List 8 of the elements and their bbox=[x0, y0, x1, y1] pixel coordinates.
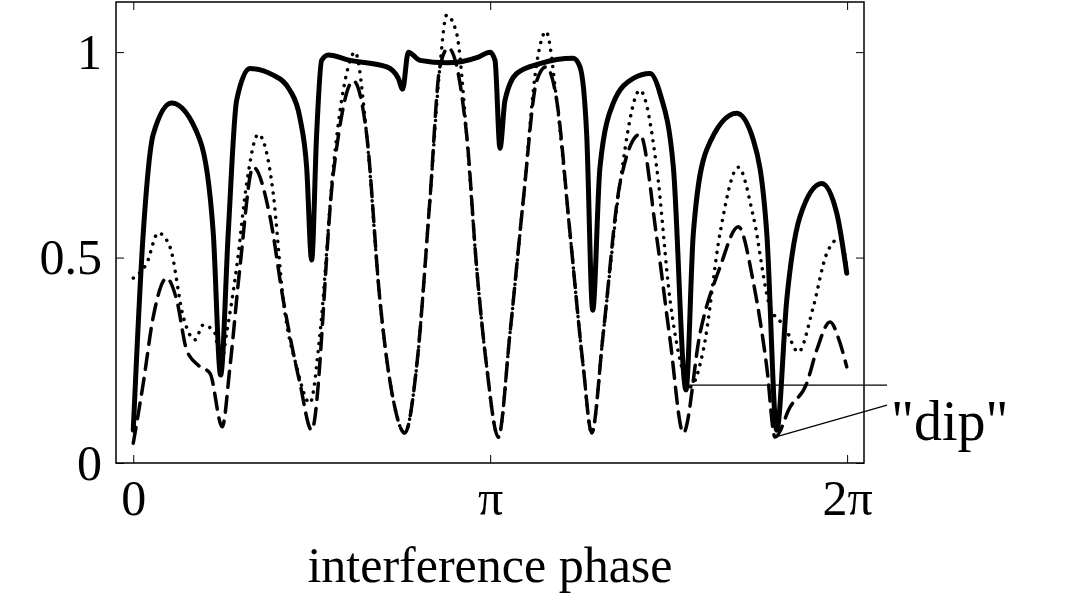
x-tick-label: 2π bbox=[822, 469, 873, 526]
x-tick-label: 0 bbox=[121, 469, 147, 526]
y-tick-label: 0.5 bbox=[39, 229, 102, 286]
x-tick-label: π bbox=[478, 469, 504, 526]
x-axis-title: interference phase bbox=[307, 537, 673, 593]
y-tick-label: 1 bbox=[77, 23, 102, 80]
annotation: "dip" bbox=[891, 390, 1009, 453]
y-tick-label: 0 bbox=[77, 434, 102, 491]
